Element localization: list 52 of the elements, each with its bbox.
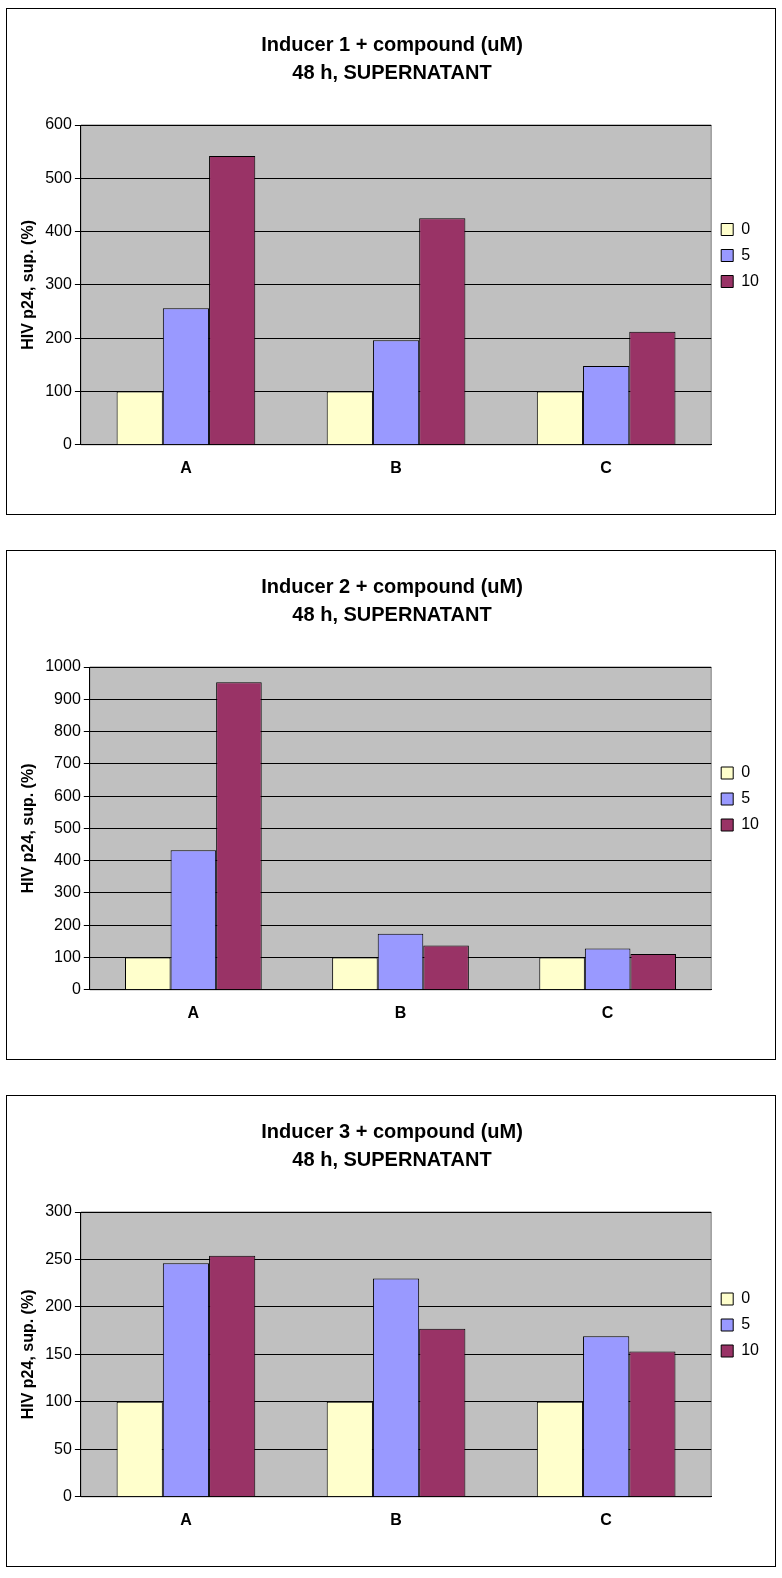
- legend-label: 0: [741, 763, 751, 781]
- x-tick-label: C: [600, 1510, 613, 1528]
- x-tick-label: B: [390, 1510, 402, 1528]
- y-tick-label: 200: [45, 328, 72, 346]
- legend-label: 0: [741, 219, 751, 237]
- y-tick-label: 600: [45, 115, 72, 133]
- chart-title: Inducer 1 + compound (uM): [261, 32, 523, 55]
- y-axis-title: HIV p24, sup. (%): [19, 763, 37, 894]
- y-tick-label: 100: [45, 381, 72, 399]
- y-tick-label: 600: [54, 786, 81, 804]
- legend-label: 10: [741, 1341, 760, 1359]
- y-tick-label: 200: [54, 915, 81, 933]
- y-tick-label: 1000: [45, 657, 81, 675]
- legend-label: 5: [741, 245, 751, 263]
- y-tick-label: 200: [45, 1297, 72, 1315]
- x-tick-label: B: [390, 458, 402, 476]
- legend-label: 0: [741, 1289, 751, 1307]
- x-tick-label: C: [600, 458, 613, 476]
- y-tick-label: 0: [62, 1487, 72, 1505]
- legend-label: 10: [741, 271, 760, 289]
- legend-label: 5: [741, 1315, 751, 1333]
- y-tick-label: 0: [71, 980, 81, 998]
- y-axis-title: HIV p24, sup. (%): [19, 220, 37, 350]
- y-tick-label: 0: [62, 435, 72, 453]
- y-tick-label: 300: [45, 1202, 72, 1220]
- y-tick-label: 500: [45, 168, 72, 186]
- chart-title: Inducer 2 + compound (uM): [261, 574, 523, 597]
- x-tick-label: A: [180, 1510, 193, 1528]
- y-tick-label: 400: [54, 851, 81, 869]
- y-tick-label: 400: [45, 222, 72, 240]
- y-tick-label: 250: [45, 1249, 72, 1267]
- x-tick-label: A: [187, 1003, 200, 1021]
- legend-label: 5: [741, 789, 751, 807]
- chart-subtitle: 48 h, SUPERNATANT: [292, 1147, 492, 1170]
- y-tick-label: 100: [45, 1392, 72, 1410]
- x-tick-label: C: [601, 1003, 614, 1021]
- y-tick-label: 700: [54, 754, 81, 772]
- y-tick-label: 900: [54, 689, 81, 707]
- y-axis-title: HIV p24, sup. (%): [19, 1289, 37, 1420]
- y-tick-label: 300: [54, 883, 81, 901]
- x-tick-label: A: [180, 458, 193, 476]
- x-tick-label: B: [394, 1003, 407, 1021]
- chart-subtitle: 48 h, SUPERNATANT: [292, 602, 492, 625]
- chart-subtitle: 48 h, SUPERNATANT: [292, 60, 492, 83]
- legend-label: 10: [741, 815, 760, 833]
- y-tick-label: 50: [54, 1439, 72, 1457]
- y-tick-label: 500: [54, 818, 81, 836]
- y-tick-label: 300: [45, 275, 72, 293]
- y-tick-label: 150: [45, 1344, 72, 1362]
- chart-title: Inducer 3 + compound (uM): [261, 1119, 523, 1142]
- y-tick-label: 100: [54, 947, 81, 965]
- y-tick-label: 800: [54, 721, 81, 739]
